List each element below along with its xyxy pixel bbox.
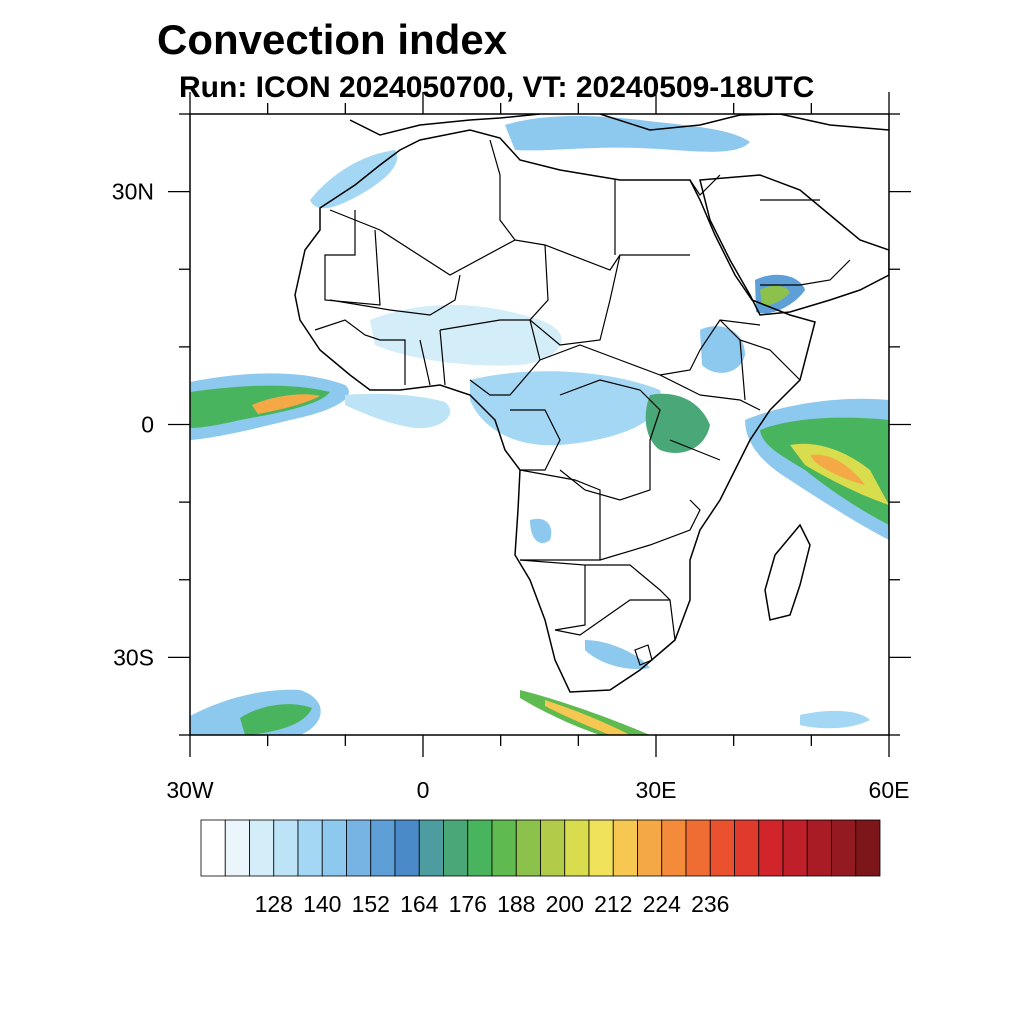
colorbar-swatch xyxy=(758,819,784,877)
convection-arabia-core xyxy=(760,285,790,306)
border-sahara-north xyxy=(329,209,690,276)
colorbar-label: 176 xyxy=(449,891,487,917)
colorbar-swatch xyxy=(467,819,493,877)
border-arabia xyxy=(760,199,851,286)
border-egypt-sinai xyxy=(689,174,721,196)
colorbar-label: 236 xyxy=(691,891,729,917)
colorbar-swatch xyxy=(806,819,832,877)
convection-south-atlantic-core xyxy=(240,704,312,735)
convection-peak-atlantic xyxy=(252,394,320,414)
convection-southeast-ocean xyxy=(800,710,870,729)
convection-sahel xyxy=(370,305,562,366)
colorbar-swatch xyxy=(685,819,711,877)
madagascar-coastline xyxy=(764,523,811,621)
colorbar-swatch xyxy=(443,819,469,877)
border-ethiopia-somalia xyxy=(719,319,801,401)
axis-ticks xyxy=(168,92,911,757)
colorbar-label: 224 xyxy=(643,891,682,917)
convection-mediterranean xyxy=(505,115,750,152)
colorbar-swatch xyxy=(515,819,541,877)
europe-coastline xyxy=(349,114,889,136)
colorbar-swatch xyxy=(249,819,275,877)
convection-indian-ocean-max xyxy=(810,454,865,485)
africa-coastline xyxy=(294,129,816,693)
colorbar-swatch xyxy=(564,819,590,877)
colorbar-swatch xyxy=(297,819,323,877)
colorbar-label: 188 xyxy=(497,891,535,917)
border-sudan xyxy=(529,244,621,346)
border-east-africa xyxy=(659,319,761,461)
lon-tick-label: 0 xyxy=(417,777,430,803)
border-lesotho xyxy=(634,644,653,666)
lon-tick-label: 60E xyxy=(869,777,910,803)
convection-band-guinea xyxy=(345,393,451,429)
colorbar-swatch xyxy=(418,819,444,877)
convection-lake-victoria xyxy=(645,393,710,453)
convection-central-africa xyxy=(470,371,662,446)
lon-tick-label: 30E xyxy=(636,777,677,803)
lat-tick-label: 30S xyxy=(113,644,154,670)
convection-ethiopia xyxy=(700,326,745,373)
colorbar-swatch xyxy=(394,819,420,877)
country-borders xyxy=(314,139,851,666)
colorbar-swatch xyxy=(588,819,614,877)
colorbar-swatch xyxy=(709,819,735,877)
colorbar-swatch xyxy=(321,819,347,877)
border-congo-drc xyxy=(510,379,661,501)
lon-tick-label: 30W xyxy=(166,777,214,803)
arabia-coastline xyxy=(699,174,889,316)
border-central-africa xyxy=(539,344,701,396)
map-subtitle: Run: ICON 2024050700, VT: 20240509-18UTC xyxy=(179,71,815,104)
convection-field xyxy=(190,115,889,735)
colorbar-swatch xyxy=(273,819,299,877)
convection-southern-ocean-peak xyxy=(545,700,630,735)
colorbar-label: 140 xyxy=(303,891,341,917)
colorbar: 128 140 152 164 176 188 200 212 224 236 xyxy=(200,819,881,917)
colorbar-swatch xyxy=(855,819,881,877)
colorbar-swatch xyxy=(661,819,687,877)
colorbar-label: 164 xyxy=(400,891,439,917)
colorbar-swatch xyxy=(831,819,857,877)
border-west-coast-states xyxy=(314,319,446,386)
colorbar-swatch xyxy=(200,819,226,877)
colorbar-label: 200 xyxy=(546,891,584,917)
lat-tick-label: 30N xyxy=(112,179,154,205)
border-angola-zambia xyxy=(519,469,601,561)
colorbar-swatch xyxy=(612,819,638,877)
border-algeria-east xyxy=(489,139,516,241)
border-sahara-mid xyxy=(324,210,381,306)
colorbar-label: 128 xyxy=(255,891,293,917)
colorbar-swatch xyxy=(491,819,517,877)
border-south-africa xyxy=(554,599,676,641)
map-title: Convection index xyxy=(157,16,508,63)
colorbar-swatch xyxy=(370,819,396,877)
colorbar-label: 212 xyxy=(594,891,632,917)
colorbar-swatch xyxy=(734,819,760,877)
colorbar-swatch xyxy=(224,819,250,877)
border-west-africa xyxy=(329,274,461,316)
border-namibia-botswana xyxy=(519,559,671,631)
axis-labels: 30N 0 30S 30W 0 30E 60E xyxy=(112,179,910,803)
colorbar-swatch xyxy=(637,819,663,877)
colorbar-swatch xyxy=(346,819,372,877)
colorbar-swatch xyxy=(782,819,808,877)
coastlines xyxy=(294,114,889,693)
convection-angola xyxy=(530,518,552,544)
convection-atlas xyxy=(310,150,398,209)
convection-southern-ocean xyxy=(520,690,650,735)
colorbar-swatch xyxy=(540,819,566,877)
colorbar-label: 152 xyxy=(352,891,390,917)
lat-tick-label: 0 xyxy=(141,412,154,438)
border-zambia-mozambique xyxy=(599,499,701,561)
convection-south-africa xyxy=(585,640,650,670)
